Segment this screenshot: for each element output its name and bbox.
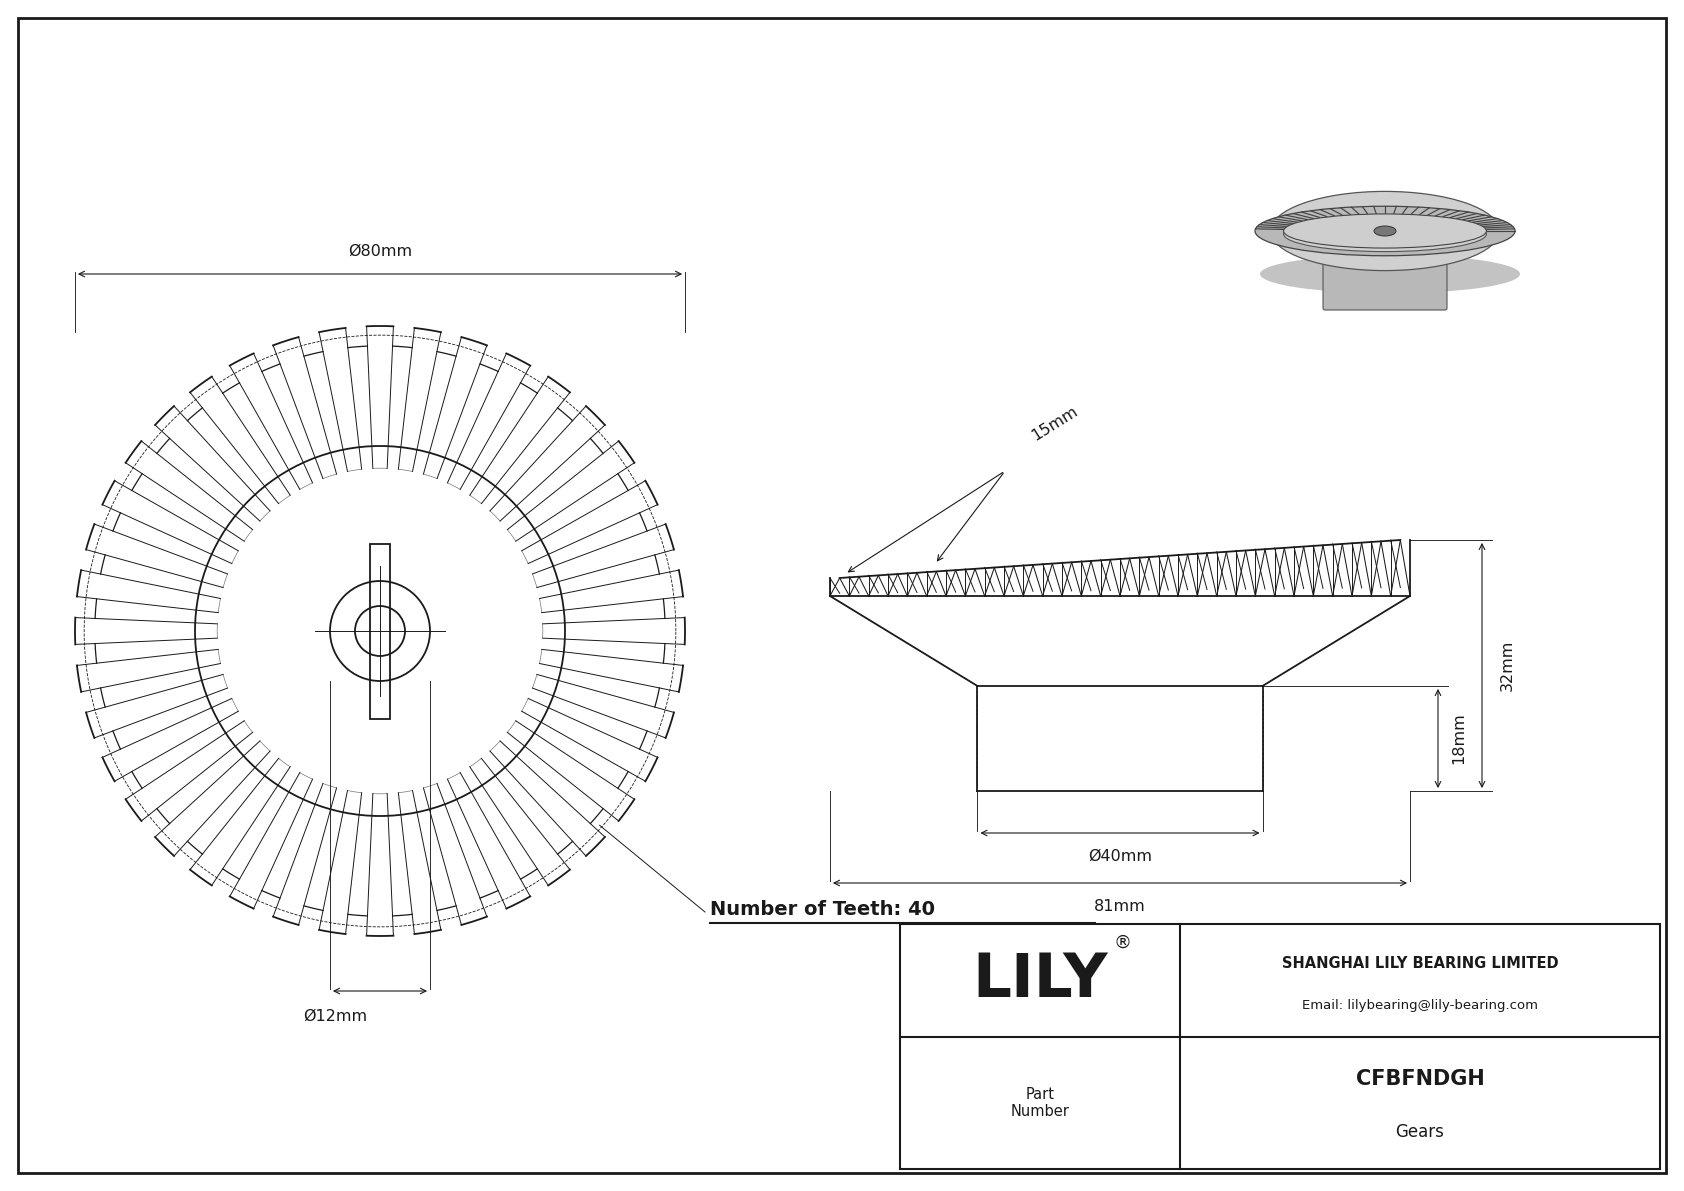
Text: Gears: Gears bbox=[1396, 1123, 1445, 1141]
Text: Ø80mm: Ø80mm bbox=[349, 244, 413, 258]
Text: CFBFNDGH: CFBFNDGH bbox=[1356, 1070, 1484, 1089]
Ellipse shape bbox=[1374, 226, 1396, 236]
Text: ®: ® bbox=[1113, 934, 1132, 952]
FancyBboxPatch shape bbox=[1324, 251, 1447, 310]
Ellipse shape bbox=[1271, 192, 1499, 270]
Text: Ø40mm: Ø40mm bbox=[1088, 849, 1152, 863]
Bar bbox=[899, 924, 1660, 1170]
Text: Email: lilybearing@lily-bearing.com: Email: lilybearing@lily-bearing.com bbox=[1302, 998, 1537, 1011]
Text: Part
Number: Part Number bbox=[1010, 1086, 1069, 1120]
Ellipse shape bbox=[1255, 206, 1516, 256]
Text: 15mm: 15mm bbox=[1029, 404, 1081, 444]
Ellipse shape bbox=[1260, 255, 1521, 293]
Bar bbox=[370, 543, 391, 718]
Text: 18mm: 18mm bbox=[1452, 712, 1467, 765]
Ellipse shape bbox=[1283, 214, 1487, 248]
Text: Ø12mm: Ø12mm bbox=[303, 1009, 367, 1024]
Ellipse shape bbox=[1283, 217, 1487, 251]
Text: LILY: LILY bbox=[972, 950, 1108, 1010]
Ellipse shape bbox=[1325, 243, 1445, 266]
Text: 32mm: 32mm bbox=[1500, 640, 1516, 691]
Text: 81mm: 81mm bbox=[1095, 899, 1145, 913]
Text: SHANGHAI LILY BEARING LIMITED: SHANGHAI LILY BEARING LIMITED bbox=[1282, 956, 1558, 971]
Text: Number of Teeth: 40: Number of Teeth: 40 bbox=[711, 900, 935, 919]
